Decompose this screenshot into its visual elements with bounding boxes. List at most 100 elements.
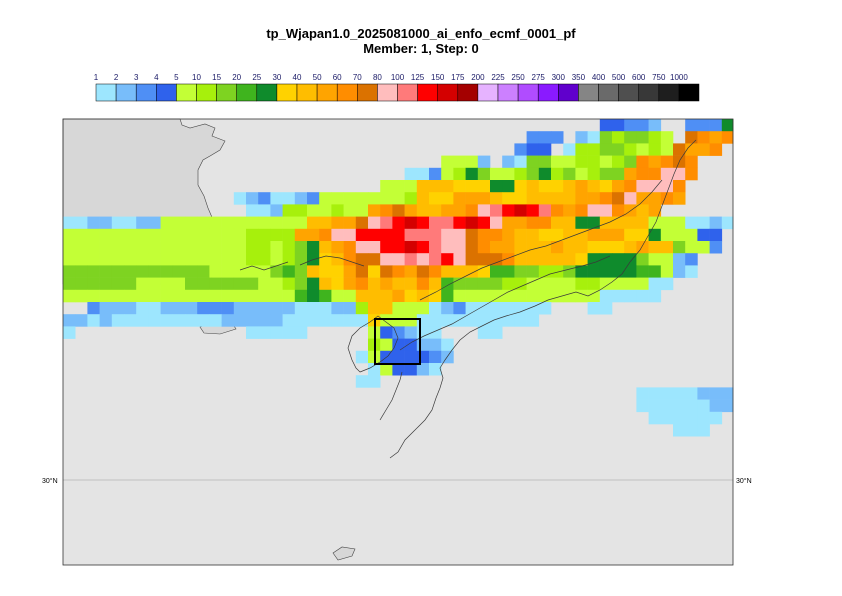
- precip-cell: [563, 277, 576, 291]
- precip-cell: [368, 216, 381, 230]
- precip-cell: [624, 119, 637, 132]
- precip-cell: [538, 155, 552, 169]
- precip-cell: [197, 216, 210, 230]
- precip-cell: [282, 314, 296, 327]
- precip-cell: [587, 289, 601, 303]
- precip-cell: [490, 265, 503, 278]
- precip-cell: [465, 216, 479, 230]
- precip-cell: [551, 204, 564, 217]
- precip-cell: [575, 253, 588, 266]
- precip-cell: [136, 241, 149, 254]
- precip-cell: [392, 277, 405, 291]
- precip-cell: [465, 241, 479, 254]
- precip-cell: [404, 289, 418, 303]
- precip-cell: [197, 302, 210, 315]
- precip-cell: [551, 180, 564, 193]
- precip-cell: [599, 216, 613, 230]
- precip-cell: [416, 167, 430, 181]
- precip-cell: [148, 302, 161, 315]
- precip-cell: [124, 241, 137, 254]
- precip-cell: [721, 119, 734, 132]
- precip-cell: [660, 155, 674, 169]
- precip-cell: [416, 326, 430, 339]
- precip-cell: [282, 265, 296, 278]
- precip-cell: [331, 277, 344, 291]
- precip-cell: [599, 289, 613, 303]
- precip-cell: [441, 228, 454, 242]
- precip-cell: [660, 241, 674, 254]
- precip-cell: [429, 180, 442, 193]
- precip-cell: [331, 314, 344, 327]
- precip-cell: [575, 167, 588, 181]
- precip-cell: [380, 180, 393, 193]
- precip-cell: [612, 277, 625, 291]
- precip-cell: [368, 289, 381, 303]
- precip-cell: [136, 314, 149, 327]
- precip-cell: [465, 289, 479, 303]
- precip-cell: [526, 241, 540, 254]
- precip-cell: [538, 204, 552, 217]
- precip-cell: [612, 192, 625, 205]
- precip-cell: [465, 265, 479, 278]
- precip-cell: [514, 302, 527, 315]
- color-legend: 1 2 3 4 5 10 15 20 25 30 40 50 60 70 80 100 125 150 175 200…: [94, 73, 700, 102]
- legend-tick-label: 80: [373, 73, 382, 82]
- precip-cell: [258, 326, 271, 339]
- precip-cell: [355, 253, 369, 266]
- precip-cell: [87, 265, 100, 278]
- precip-cell: [526, 131, 540, 144]
- precip-cell: [429, 167, 442, 181]
- precip-cell: [490, 314, 503, 327]
- precip-cell: [563, 253, 576, 266]
- precip-cell: [660, 265, 674, 278]
- precip-cell: [514, 228, 527, 242]
- precip-cell: [648, 204, 662, 217]
- precip-cell: [502, 314, 515, 327]
- precip-cell: [502, 289, 515, 303]
- precip-cell: [355, 277, 369, 291]
- precip-cell: [160, 314, 174, 327]
- precip-cell: [599, 302, 613, 315]
- precip-cell: [709, 241, 723, 254]
- precip-cell: [685, 411, 698, 425]
- precip-cell: [587, 265, 601, 278]
- precip-cell: [87, 253, 100, 266]
- precip-cell: [502, 216, 515, 230]
- precip-cell: [136, 216, 149, 230]
- precip-cell: [111, 228, 125, 242]
- precip-cell: [124, 265, 137, 278]
- precip-cell: [538, 216, 552, 230]
- precip-cell: [709, 216, 723, 230]
- precip-cell: [660, 387, 674, 400]
- precip-cell: [319, 277, 332, 291]
- precip-cell: [99, 277, 113, 291]
- precip-cell: [392, 192, 405, 205]
- precip-cell: [441, 289, 454, 303]
- precip-cell: [355, 204, 369, 217]
- precip-cell: [673, 192, 686, 205]
- precip-cell: [514, 167, 527, 181]
- precip-cell: [416, 302, 430, 315]
- precip-cell: [233, 277, 247, 291]
- precip-cell: [465, 302, 479, 315]
- precip-cell: [87, 228, 100, 242]
- precip-cell: [160, 277, 174, 291]
- precip-cell: [75, 228, 88, 242]
- precip-cell: [355, 192, 369, 205]
- precip-cell: [404, 265, 418, 278]
- precip-cell: [392, 228, 405, 242]
- precip-cell: [502, 302, 515, 315]
- precip-cell: [526, 167, 540, 181]
- precip-cell: [368, 265, 381, 278]
- legend-tick-label: 4: [154, 73, 159, 82]
- precip-cell: [343, 192, 357, 205]
- precip-cell: [453, 180, 466, 193]
- precip-cell: [575, 277, 588, 291]
- precip-cell: [673, 399, 686, 413]
- precip-cell: [416, 350, 430, 364]
- precip-cell: [368, 241, 381, 254]
- precip-cell: [587, 204, 601, 217]
- precip-cell: [490, 192, 503, 205]
- precip-cell: [416, 265, 430, 278]
- precip-cell: [648, 167, 662, 181]
